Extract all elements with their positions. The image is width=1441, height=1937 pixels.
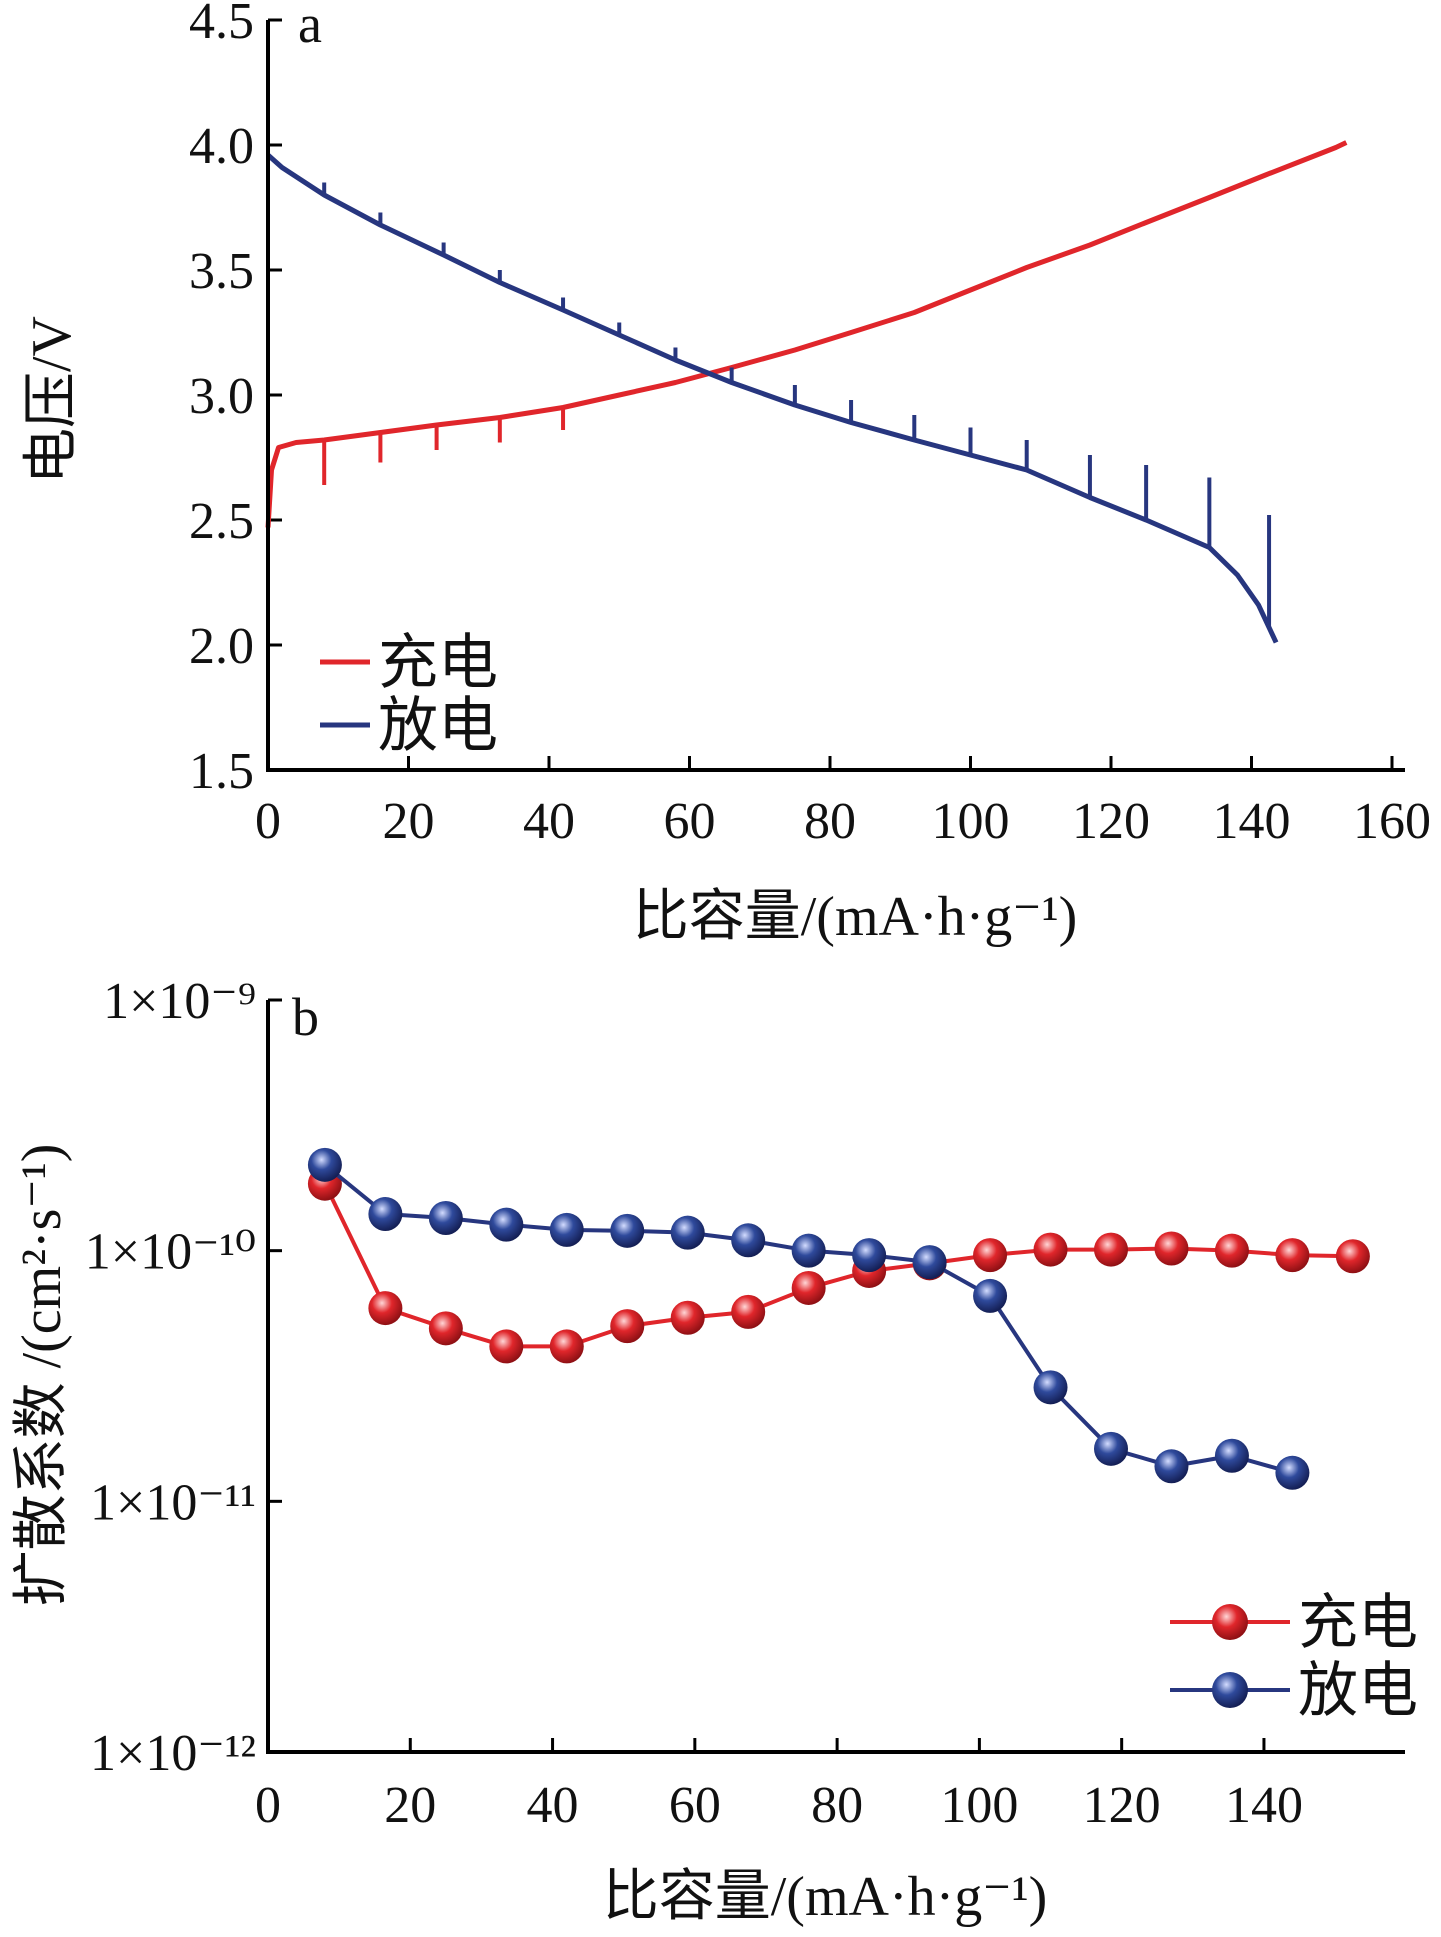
charge-line [323,1182,1353,1349]
legend-charge-label: 充电 [1298,1590,1418,1656]
x-tick-label: 0 [255,1777,281,1834]
panel-b-ticks: 0 20 40 60 80 100 120 140 1×10⁻¹² 1×10⁻¹¹ 1×10⁻¹⁰ 1… [85,973,1303,1834]
x-tick-label: 120 [1072,793,1150,850]
x-tick-label: 120 [1083,1777,1161,1834]
x-tick-label: 20 [383,793,435,850]
discharge-point [1275,1455,1310,1490]
y-tick-label: 2.0 [189,618,254,675]
charge-curve [265,140,1348,528]
discharge-point [973,1278,1008,1313]
panel-a-x-axis-label: 比容量/(mA·h·g⁻¹) [633,886,1078,948]
charge-point [731,1294,766,1329]
discharge-point [852,1238,887,1273]
y-tick-label: 2.5 [189,493,254,550]
discharge-point [610,1213,645,1248]
x-tick-label: 140 [1225,1777,1303,1834]
legend-charge-marker [1212,1604,1248,1640]
x-tick-label: 80 [811,1777,863,1834]
panel-a-label: a [298,0,322,54]
y-tick-label: 4.5 [189,0,254,50]
charge-point [1335,1239,1370,1274]
discharge-point [1214,1438,1249,1473]
panel-b-diffusion-chart: b 0 20 40 60 80 100 120 140 1×10⁻¹² 1×10⁻¹¹ 1×10⁻¹… [11,973,1418,1928]
y-tick-label: 3.0 [189,368,254,425]
x-tick-label: 40 [523,793,575,850]
legend-discharge-label: 放电 [378,693,498,759]
x-tick-label: 80 [804,793,856,850]
y-tick-label: 1×10⁻¹² [90,1725,256,1782]
legend-discharge-label: 放电 [1298,1658,1418,1724]
charge-point [791,1270,826,1305]
discharge-point [731,1223,766,1258]
charge-point [1275,1238,1310,1273]
discharge-line [323,1163,1293,1475]
y-tick-label: 1×10⁻¹¹ [90,1474,256,1531]
y-tick-label: 1.5 [189,743,254,800]
y-tick-label: 1×10⁻¹⁰ [85,1224,256,1281]
x-tick-label: 60 [664,793,716,850]
x-tick-label: 20 [384,1777,436,1834]
charge-point [549,1329,584,1364]
charge-point [489,1329,524,1364]
x-tick-label: 100 [940,1777,1018,1834]
discharge-point [912,1245,947,1280]
discharge-point [670,1215,705,1250]
charge-point [1094,1232,1128,1267]
x-tick-label: 100 [932,793,1010,850]
panel-b-x-axis-label: 比容量/(mA·h·g⁻¹) [603,1866,1048,1928]
panel-b-legend: 充电 放电 [1170,1590,1418,1724]
y-tick-label: 3.5 [189,243,254,300]
charge-point [428,1311,463,1346]
x-tick-label: 160 [1353,793,1431,850]
discharge-point [307,1147,342,1182]
charge-point [368,1291,403,1326]
discharge-point [1154,1449,1189,1484]
y-tick-label: 1×10⁻⁹ [103,973,256,1030]
discharge-point [428,1200,463,1235]
legend-charge-label: 充电 [378,630,498,696]
charge-point [1154,1231,1189,1266]
charge-point [973,1238,1008,1273]
charge-point [1214,1233,1249,1268]
x-tick-label: 40 [527,1777,579,1834]
discharge-point [489,1207,524,1242]
discharge-point [1094,1431,1128,1466]
panel-a-y-axis-label: 电压/V [21,316,83,484]
panel-a-axes [266,20,1405,772]
discharge-point [368,1197,403,1232]
panel-b-y-axis-label: 扩散系数 /(cm²·s⁻¹) [11,1144,73,1607]
panel-a-series [265,140,1348,644]
panel-b-label: b [292,987,319,1047]
x-tick-label: 0 [255,793,281,850]
discharge-point [791,1233,826,1268]
discharge-curve [266,153,1279,644]
panel-a-ticks: 0 20 40 60 80 100 120 140 160 1.5 2.0 2.5 3.0 3.5 4.0 4… [189,0,1431,850]
discharge-point [1033,1370,1068,1405]
y-tick-label: 4.0 [189,118,254,175]
discharge-point [549,1212,584,1247]
panel-a-voltage-chart: a 0 20 40 60 80 100 120 140 160 1.5 2.0 2.5 3.0 3.5 4.… [21,0,1431,948]
charge-point [610,1309,645,1344]
panel-b-axes [266,1000,1405,1754]
charge-point [1033,1232,1068,1267]
x-tick-label: 140 [1213,793,1291,850]
panel-b-series [307,1147,1370,1490]
legend-discharge-marker [1212,1672,1248,1708]
x-tick-label: 60 [669,1777,721,1834]
charge-point [670,1300,705,1335]
panel-a-legend: 充电 放电 [320,630,498,759]
